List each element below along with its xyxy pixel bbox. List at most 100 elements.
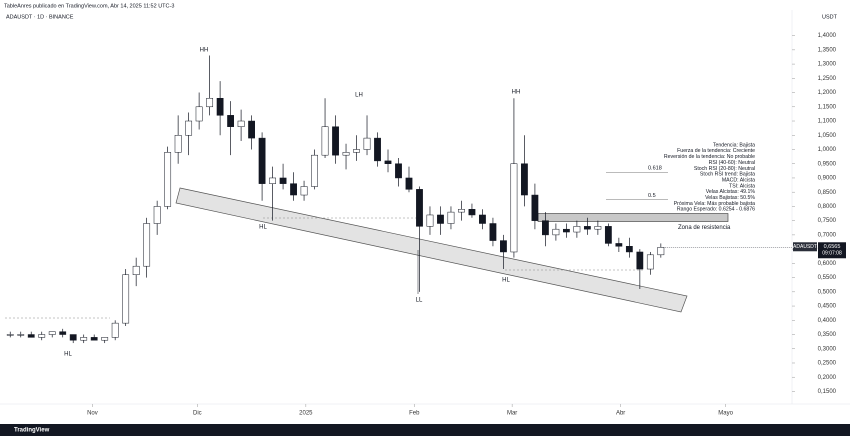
indicator-line: Stoch RSI trend: Bajista (700, 172, 755, 178)
candle-body (416, 189, 423, 227)
swing-label: HH (200, 48, 209, 54)
y-tick-label: 0,2000 (818, 375, 837, 381)
candle-body (500, 240, 507, 253)
candle-body (122, 274, 130, 324)
candle-body (38, 334, 46, 338)
candle-body (562, 228, 570, 233)
candle-body (279, 177, 287, 184)
descending-channel (175, 187, 688, 313)
y-tick-label: 1,1500 (818, 104, 837, 110)
candle-body (594, 226, 602, 230)
y-tick-label: 0,7000 (818, 232, 837, 238)
candle-body (6, 334, 14, 336)
candle-body (395, 163, 402, 179)
candle-body (227, 115, 235, 127)
candle-body (153, 206, 161, 224)
y-tick-label: 0,8500 (818, 190, 837, 196)
y-tick-label: 0,4500 (818, 304, 837, 310)
candle-body (479, 214, 486, 224)
candle-body (489, 223, 497, 241)
candle-body (458, 209, 465, 213)
symbol-tag (793, 242, 817, 252)
candle-body (552, 228, 560, 236)
swing-label: LL (416, 298, 423, 304)
candle-body (468, 209, 476, 216)
candle-body (143, 223, 151, 267)
candle-body (59, 331, 67, 335)
indicator-line: MACD: Alcista (722, 177, 755, 183)
candle-body (290, 183, 297, 196)
candle-body (636, 251, 644, 270)
candle-body (542, 220, 549, 236)
candle-body (447, 211, 455, 224)
x-tick-label: Mar (507, 411, 517, 417)
y-tick-label: 0,5000 (818, 289, 837, 295)
indicator-line: Próxima Vela: Más probable bajista (674, 201, 755, 207)
y-tick-label: 1,0000 (818, 147, 837, 153)
fib-label: 0.618 (648, 166, 662, 172)
y-tick-label: 1,1000 (818, 119, 837, 125)
swing-label: HL (502, 278, 510, 284)
countdown: 09:07:08 (822, 251, 842, 257)
candle-body (174, 135, 182, 153)
resistance-label: Zona de resistencia (678, 225, 731, 231)
indicator-line: Rango Esperado: 0.6254 - 0.6876 (677, 207, 755, 213)
candle-body (521, 163, 528, 196)
indicator-line: TSI: Alcista (729, 183, 755, 189)
candle-body (531, 194, 539, 221)
candle-body (164, 152, 172, 207)
y-tick-label: 1,3000 (818, 62, 837, 68)
candle-body (216, 97, 224, 116)
currency: USDT (822, 14, 838, 20)
candle-body (185, 120, 193, 136)
resistance-zone (537, 213, 729, 222)
candle-body (269, 177, 276, 184)
indicator-line: Fuerza de la tendencia: Creciente (677, 148, 755, 154)
x-tick-label: 2025 (299, 411, 313, 417)
candle-body (69, 334, 77, 341)
candle-body (615, 243, 623, 247)
candle-body (90, 337, 98, 341)
x-tick-label: Abr (616, 411, 625, 417)
candle-body (426, 214, 434, 227)
candle-body (101, 337, 109, 341)
indicator-line: Reversión de la tendencia: No probable (664, 154, 755, 160)
x-tick-label: Nov (87, 411, 98, 417)
candle-body (80, 337, 88, 341)
symbol-tag-text: ADAUSDT (793, 244, 817, 250)
candle-body (300, 186, 308, 196)
candle-body (342, 152, 350, 156)
y-tick-label: 0,5500 (818, 275, 837, 281)
indicator-line: RSI (40-60): Neutral (709, 160, 755, 166)
candle-body (657, 247, 665, 256)
candle-body (206, 97, 214, 108)
symbol-line: ADAUSDT · 1D · BINANCE (6, 14, 74, 20)
candle-body (195, 106, 203, 122)
fib-label: 0.5 (648, 193, 656, 199)
candle-body (132, 265, 140, 275)
x-tick-label: Feb (409, 411, 420, 417)
candle-body (625, 246, 633, 253)
candle-body (384, 160, 392, 164)
swing-label: HL (64, 352, 72, 358)
candle-body (17, 334, 25, 336)
candle-body (437, 214, 444, 224)
candle-body (646, 254, 654, 270)
indicator-line: Velas Bajistas: 50.5% (705, 195, 755, 201)
y-tick-label: 1,0500 (818, 133, 837, 139)
footer-bar (0, 424, 850, 436)
y-tick-label: 1,4000 (818, 33, 837, 39)
candle-body (510, 163, 518, 253)
y-tick-label: 0,6000 (818, 261, 837, 267)
y-tick-label: 1,2500 (818, 76, 837, 82)
y-tick-label: 0,8000 (818, 204, 837, 210)
y-tick-label: 1,3500 (818, 47, 837, 53)
candle-body (258, 137, 266, 184)
candle-body (353, 149, 360, 153)
price-tag-text: 0,6565 (824, 244, 841, 250)
candle-body (321, 126, 329, 156)
x-tick-label: Dic (193, 411, 202, 417)
candle-body (27, 334, 35, 338)
candle-body (237, 120, 245, 127)
